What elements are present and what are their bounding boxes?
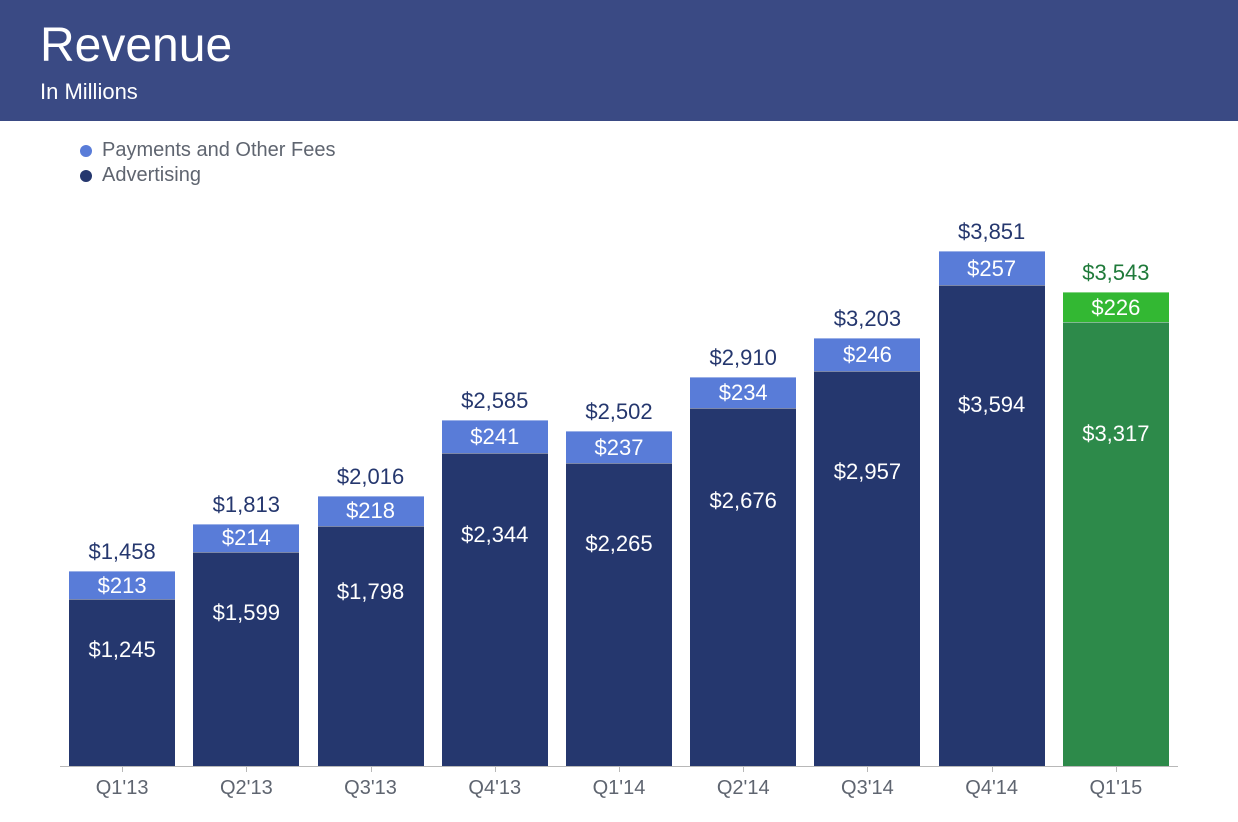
legend-label: Payments and Other Fees — [102, 139, 335, 162]
legend-item: Advertising — [80, 164, 1238, 187]
chart-header: Revenue In Millions — [0, 0, 1238, 121]
bar-group: $1,458 $213$1,245 — [60, 197, 184, 766]
bar-segment-payments: $246 — [814, 338, 920, 371]
axis-tick — [867, 766, 868, 772]
axis-tick — [743, 766, 744, 772]
bar-segment-advertising: $2,344 — [442, 453, 548, 767]
x-axis-label: Q1'15 — [1054, 777, 1178, 800]
bar-stack: $234 $2,676 — [690, 377, 796, 766]
bar-stack: $237 $2,265 — [566, 431, 672, 766]
chart-title: Revenue — [40, 18, 1198, 73]
chart-legend: Payments and Other FeesAdvertising — [0, 121, 1238, 197]
bar-segment-advertising: $2,676 — [690, 408, 796, 766]
axis-tick — [122, 766, 123, 772]
bar-stack: $213$1,245 — [69, 571, 175, 766]
bar-segment-label: $1,599 — [213, 553, 280, 626]
bar-segment-label: $3,594 — [958, 286, 1025, 418]
bar-segment-label: $2,957 — [834, 372, 901, 485]
bar-segment-label: $257 — [967, 256, 1016, 282]
bar-segment-payments: $257 — [939, 251, 1045, 285]
bar-segment-advertising: $1,599 — [193, 552, 299, 766]
axis-tick — [246, 766, 247, 772]
bar-segment-advertising: $2,957 — [814, 371, 920, 766]
bar-group: $1,813 $214$1,599 — [184, 197, 308, 766]
bar-total-label: $3,851 — [958, 219, 1025, 245]
bar-segment-advertising: $1,798 — [318, 526, 424, 766]
bar-segment-payments: $241 — [442, 420, 548, 452]
bar-segment-payments: $218 — [318, 496, 424, 525]
bar-segment-label: $2,676 — [710, 409, 777, 514]
x-axis-label: Q1'13 — [60, 777, 184, 800]
bar-segment-advertising: $3,594 — [939, 285, 1045, 766]
bar-total-label: $2,585 — [461, 388, 528, 414]
x-axis: Q1'13Q2'13Q3'13Q4'13Q1'14Q2'14Q3'14Q4'14… — [60, 777, 1178, 800]
legend-item: Payments and Other Fees — [80, 139, 1238, 162]
chart-subtitle: In Millions — [40, 79, 1198, 105]
bar-segment-payments: $213 — [69, 571, 175, 599]
x-axis-label: Q4'14 — [930, 777, 1054, 800]
bar-stack: $226$3,317 — [1063, 292, 1169, 766]
bar-segment-label: $1,245 — [88, 600, 155, 663]
bar-stack: $214$1,599 — [193, 524, 299, 766]
bar-segment-label: $237 — [595, 435, 644, 461]
bar-segment-payments: $234 — [690, 377, 796, 408]
legend-bullet-icon — [80, 145, 92, 157]
bar-segment-advertising: $2,265 — [566, 463, 672, 766]
bar-segment-label: $2,265 — [585, 464, 652, 557]
bar-total-label: $1,813 — [213, 492, 280, 518]
bar-stack: $257 $3,594 — [939, 251, 1045, 766]
bar-segment-label: $214 — [222, 525, 271, 551]
axis-tick — [371, 766, 372, 772]
axis-tick — [495, 766, 496, 772]
bar-segment-payments: $214 — [193, 524, 299, 553]
bar-segment-payments: $237 — [566, 431, 672, 463]
bar-segment-advertising: $1,245 — [69, 599, 175, 766]
bar-total-label: $2,502 — [585, 399, 652, 425]
bar-segment-label: $213 — [98, 573, 147, 599]
x-axis-label: Q2'13 — [184, 777, 308, 800]
bar-stack: $218 $1,798 — [318, 496, 424, 766]
x-axis-label: Q3'13 — [308, 777, 432, 800]
bar-total-label: $3,543 — [1082, 260, 1149, 286]
bar-group: $2,502 $237 $2,265 — [557, 197, 681, 766]
axis-tick — [1116, 766, 1117, 772]
legend-bullet-icon — [80, 170, 92, 182]
bar-total-label: $3,203 — [834, 306, 901, 332]
bar-segment-label: $218 — [346, 498, 395, 524]
legend-label: Advertising — [102, 164, 201, 187]
bar-group: $2,910 $234 $2,676 — [681, 197, 805, 766]
bar-segment-payments: $226 — [1063, 292, 1169, 322]
x-axis-label: Q3'14 — [805, 777, 929, 800]
bar-segment-label: $226 — [1091, 295, 1140, 321]
bar-total-label: $1,458 — [88, 539, 155, 565]
bar-group: $3,851 $257 $3,594 — [930, 197, 1054, 766]
bar-segment-label: $1,798 — [337, 527, 404, 606]
bar-segment-label: $3,317 — [1082, 323, 1149, 447]
x-axis-label: Q2'14 — [681, 777, 805, 800]
x-axis-label: Q1'14 — [557, 777, 681, 800]
bar-segment-label: $2,344 — [461, 454, 528, 549]
axis-tick — [992, 766, 993, 772]
bar-segment-advertising: $3,317 — [1063, 322, 1169, 766]
bar-segment-label: $234 — [719, 380, 768, 406]
bar-stack: $241 $2,344 — [442, 420, 548, 766]
bar-group: $3,543 $226$3,317 — [1054, 197, 1178, 766]
bar-segment-label: $246 — [843, 342, 892, 368]
bar-group: $3,203 $246 $2,957 — [805, 197, 929, 766]
chart-area: $1,458$213$1,245$1,813$214$1,599$2,016$2… — [60, 197, 1178, 767]
bar-group: $2,016 $218 $1,798 — [308, 197, 432, 766]
bar-stack: $246 $2,957 — [814, 338, 920, 766]
bar-total-label: $2,016 — [337, 464, 404, 490]
bars-container: $1,458$213$1,245$1,813$214$1,599$2,016$2… — [60, 197, 1178, 767]
bar-total-label: $2,910 — [710, 345, 777, 371]
bar-group: $2,585 $241 $2,344 — [433, 197, 557, 766]
bar-segment-label: $241 — [470, 424, 519, 450]
axis-tick — [619, 766, 620, 772]
x-axis-label: Q4'13 — [433, 777, 557, 800]
